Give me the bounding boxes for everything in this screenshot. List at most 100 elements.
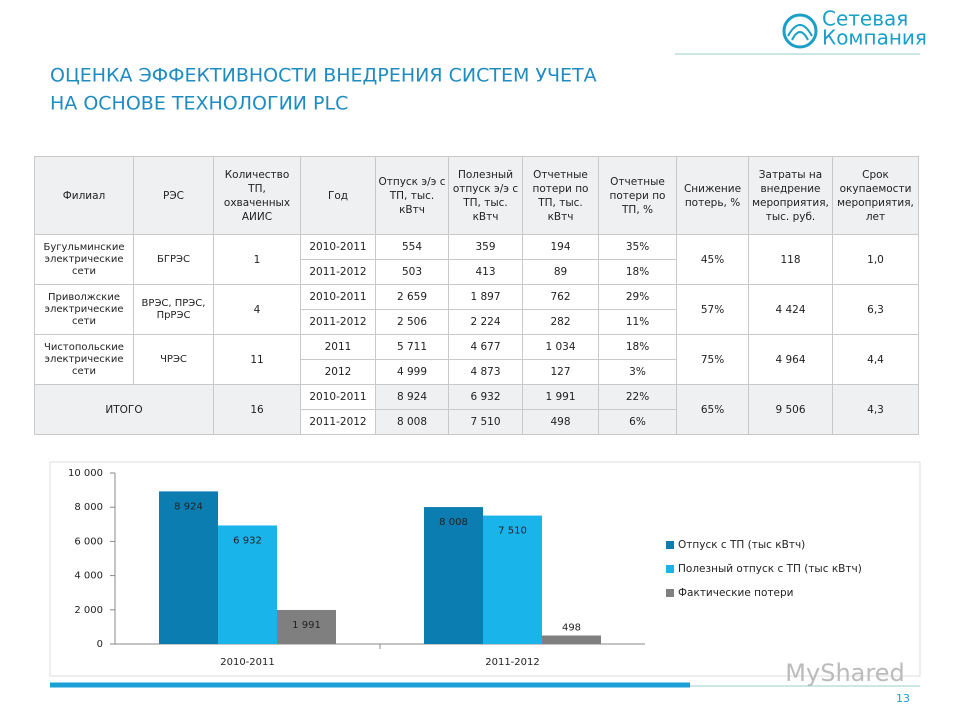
table-row: 2012 4 999 4 873 127 3% [35, 359, 919, 385]
data-label: 1 991 [292, 620, 321, 631]
column-header: Отпуск э/э с ТП, тыс. кВтч [375, 156, 449, 235]
value-cell: 18% [598, 334, 677, 360]
column-header: Отчетные потери по ТП, тыс. кВтч [522, 156, 599, 235]
bar [483, 515, 542, 644]
res-cell: ЧРЭС [133, 334, 214, 385]
value-cell: 4 999 [375, 359, 449, 385]
cost-cell: 118 [748, 234, 833, 285]
value-cell: 2 506 [375, 309, 449, 335]
bar [218, 525, 277, 644]
legend-swatch [666, 541, 674, 549]
value-cell: 3% [598, 359, 677, 385]
data-label: 8 008 [439, 517, 468, 528]
data-label: 8 924 [174, 501, 203, 512]
page-number: 13 [896, 692, 910, 705]
y-tick-label: 4 000 [74, 571, 103, 582]
value-cell: 282 [522, 309, 599, 335]
bar [424, 507, 483, 644]
logo-icon-detail [787, 24, 813, 41]
y-tick-label: 6 000 [74, 536, 103, 547]
column-header: Срок окупаемости мероприятия, лет [832, 156, 919, 235]
column-header: Затраты на внедрение мероприятия, тыс. р… [748, 156, 833, 235]
value-cell: 35% [598, 234, 677, 260]
legend-swatch [666, 565, 674, 573]
legend-swatch [666, 589, 674, 597]
value-cell: 498 [522, 409, 599, 435]
reduction-cell: 57% [676, 284, 749, 335]
column-header: Снижение потерь, % [676, 156, 749, 235]
cost-cell: 4 964 [748, 334, 833, 385]
value-cell: 1 897 [448, 284, 523, 310]
data-label: 498 [562, 622, 581, 633]
value-cell: 5 711 [375, 334, 449, 360]
table-row: 2011-2012 8 008 7 510 498 6% [35, 409, 919, 435]
watermark: MyShared [785, 659, 904, 687]
value-cell: 8 924 [375, 384, 449, 410]
column-header: Количество ТП, охваченных АИИС [213, 156, 301, 235]
tp-cell: 11 [213, 334, 301, 385]
bar [159, 491, 218, 644]
res-cell: БГРЭС [133, 234, 214, 285]
chart-frame [49, 461, 921, 677]
table-row: 2011-2012 503 413 89 18% [35, 259, 919, 285]
year-cell: 2011 [300, 334, 376, 360]
branch-cell: Бугульминские электрические сети [34, 234, 134, 285]
year-cell: 2010-2011 [300, 284, 376, 310]
payback-cell: 4,3 [832, 384, 919, 435]
value-cell: 554 [375, 234, 449, 260]
logo-icon [782, 13, 818, 49]
data-table: Филиал РЭС Количество ТП, охваченных АИИС Г… [34, 156, 919, 435]
value-cell: 11% [598, 309, 677, 335]
value-cell: 2 659 [375, 284, 449, 310]
legend-label: Отпуск с ТП (тыс кВтч) [678, 539, 805, 551]
res-cell: ВРЭС, ПРЭС, ПрРЭС [133, 284, 214, 335]
column-header: РЭС [133, 156, 214, 235]
tp-cell: 16 [213, 384, 301, 435]
value-cell: 1 991 [522, 384, 599, 410]
x-tick-label: 2010-2011 [220, 657, 275, 668]
value-cell: 4 873 [448, 359, 523, 385]
value-cell: 127 [522, 359, 599, 385]
cost-cell: 9 506 [748, 384, 833, 435]
payback-cell: 1,0 [832, 234, 919, 285]
value-cell: 762 [522, 284, 599, 310]
value-cell: 29% [598, 284, 677, 310]
value-cell: 89 [522, 259, 599, 285]
x-tick-label: 2011-2012 [485, 657, 540, 668]
year-cell: 2011-2012 [300, 259, 376, 285]
logo-text: Сетевая [822, 7, 908, 31]
logo-text: Компания [822, 26, 927, 50]
legend-label: Полезный отпуск с ТП (тыс кВтч) [678, 563, 862, 575]
year-cell: 2010-2011 [300, 384, 376, 410]
branch-cell: Чистопольские электрические сети [34, 334, 134, 385]
tp-cell: 1 [213, 234, 301, 285]
y-tick-label: 2 000 [74, 605, 103, 616]
slide-title: НА ОСНОВЕ ТЕХНОЛОГИИ PLC [50, 93, 348, 115]
table-row: Приволжские электрические сети ВРЭС, ПРЭС… [34, 284, 919, 335]
reduction-cell: 45% [676, 234, 749, 285]
y-tick-label: 0 [97, 639, 103, 650]
payback-cell: 6,3 [832, 284, 919, 335]
value-cell: 503 [375, 259, 449, 285]
cost-cell: 4 424 [748, 284, 833, 335]
value-cell: 413 [448, 259, 523, 285]
reduction-cell: 65% [676, 384, 749, 435]
value-cell: 194 [522, 234, 599, 260]
column-header: Отчетные потери по ТП, % [598, 156, 677, 235]
value-cell: 4 677 [448, 334, 523, 360]
value-cell: 18% [598, 259, 677, 285]
table-row: Бугульминские электрические сети БГРЭС 1 20… [34, 234, 919, 285]
legend-label: Фактические потери [678, 587, 794, 599]
payback-cell: 4,4 [832, 334, 919, 385]
value-cell: 359 [448, 234, 523, 260]
reduction-cell: 75% [676, 334, 749, 385]
y-tick-label: 8 000 [74, 502, 103, 513]
value-cell: 6 932 [448, 384, 523, 410]
tp-cell: 4 [213, 284, 301, 335]
value-cell: 2 224 [448, 309, 523, 335]
total-label: ИТОГО [34, 384, 214, 435]
value-cell: 6% [598, 409, 677, 435]
table-row: ИТОГО 16 2010-2011 8 924 6 932 1 991 22% 65% 9 5… [34, 384, 919, 435]
year-cell: 2010-2011 [300, 234, 376, 260]
